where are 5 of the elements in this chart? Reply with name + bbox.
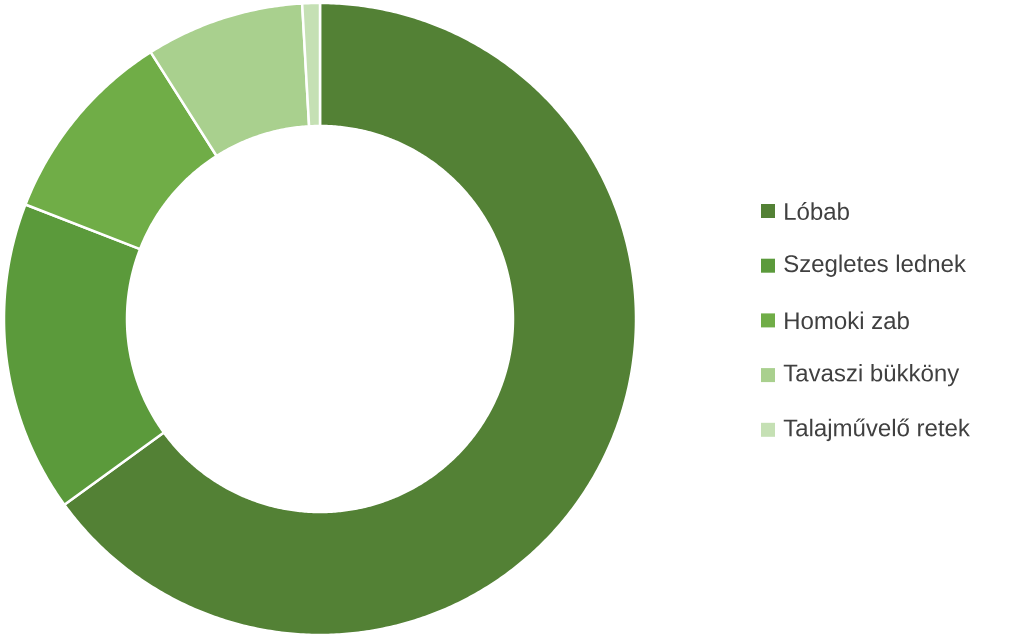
- legend-label: Szegletes lednek: [784, 254, 966, 277]
- legend-label: Talajművelő retek: [783, 418, 970, 442]
- legend-label: Tavaszi bükköny: [783, 363, 960, 387]
- legend-label: Homoki zab: [785, 311, 909, 330]
- legend-label: Lóbab: [785, 202, 849, 220]
